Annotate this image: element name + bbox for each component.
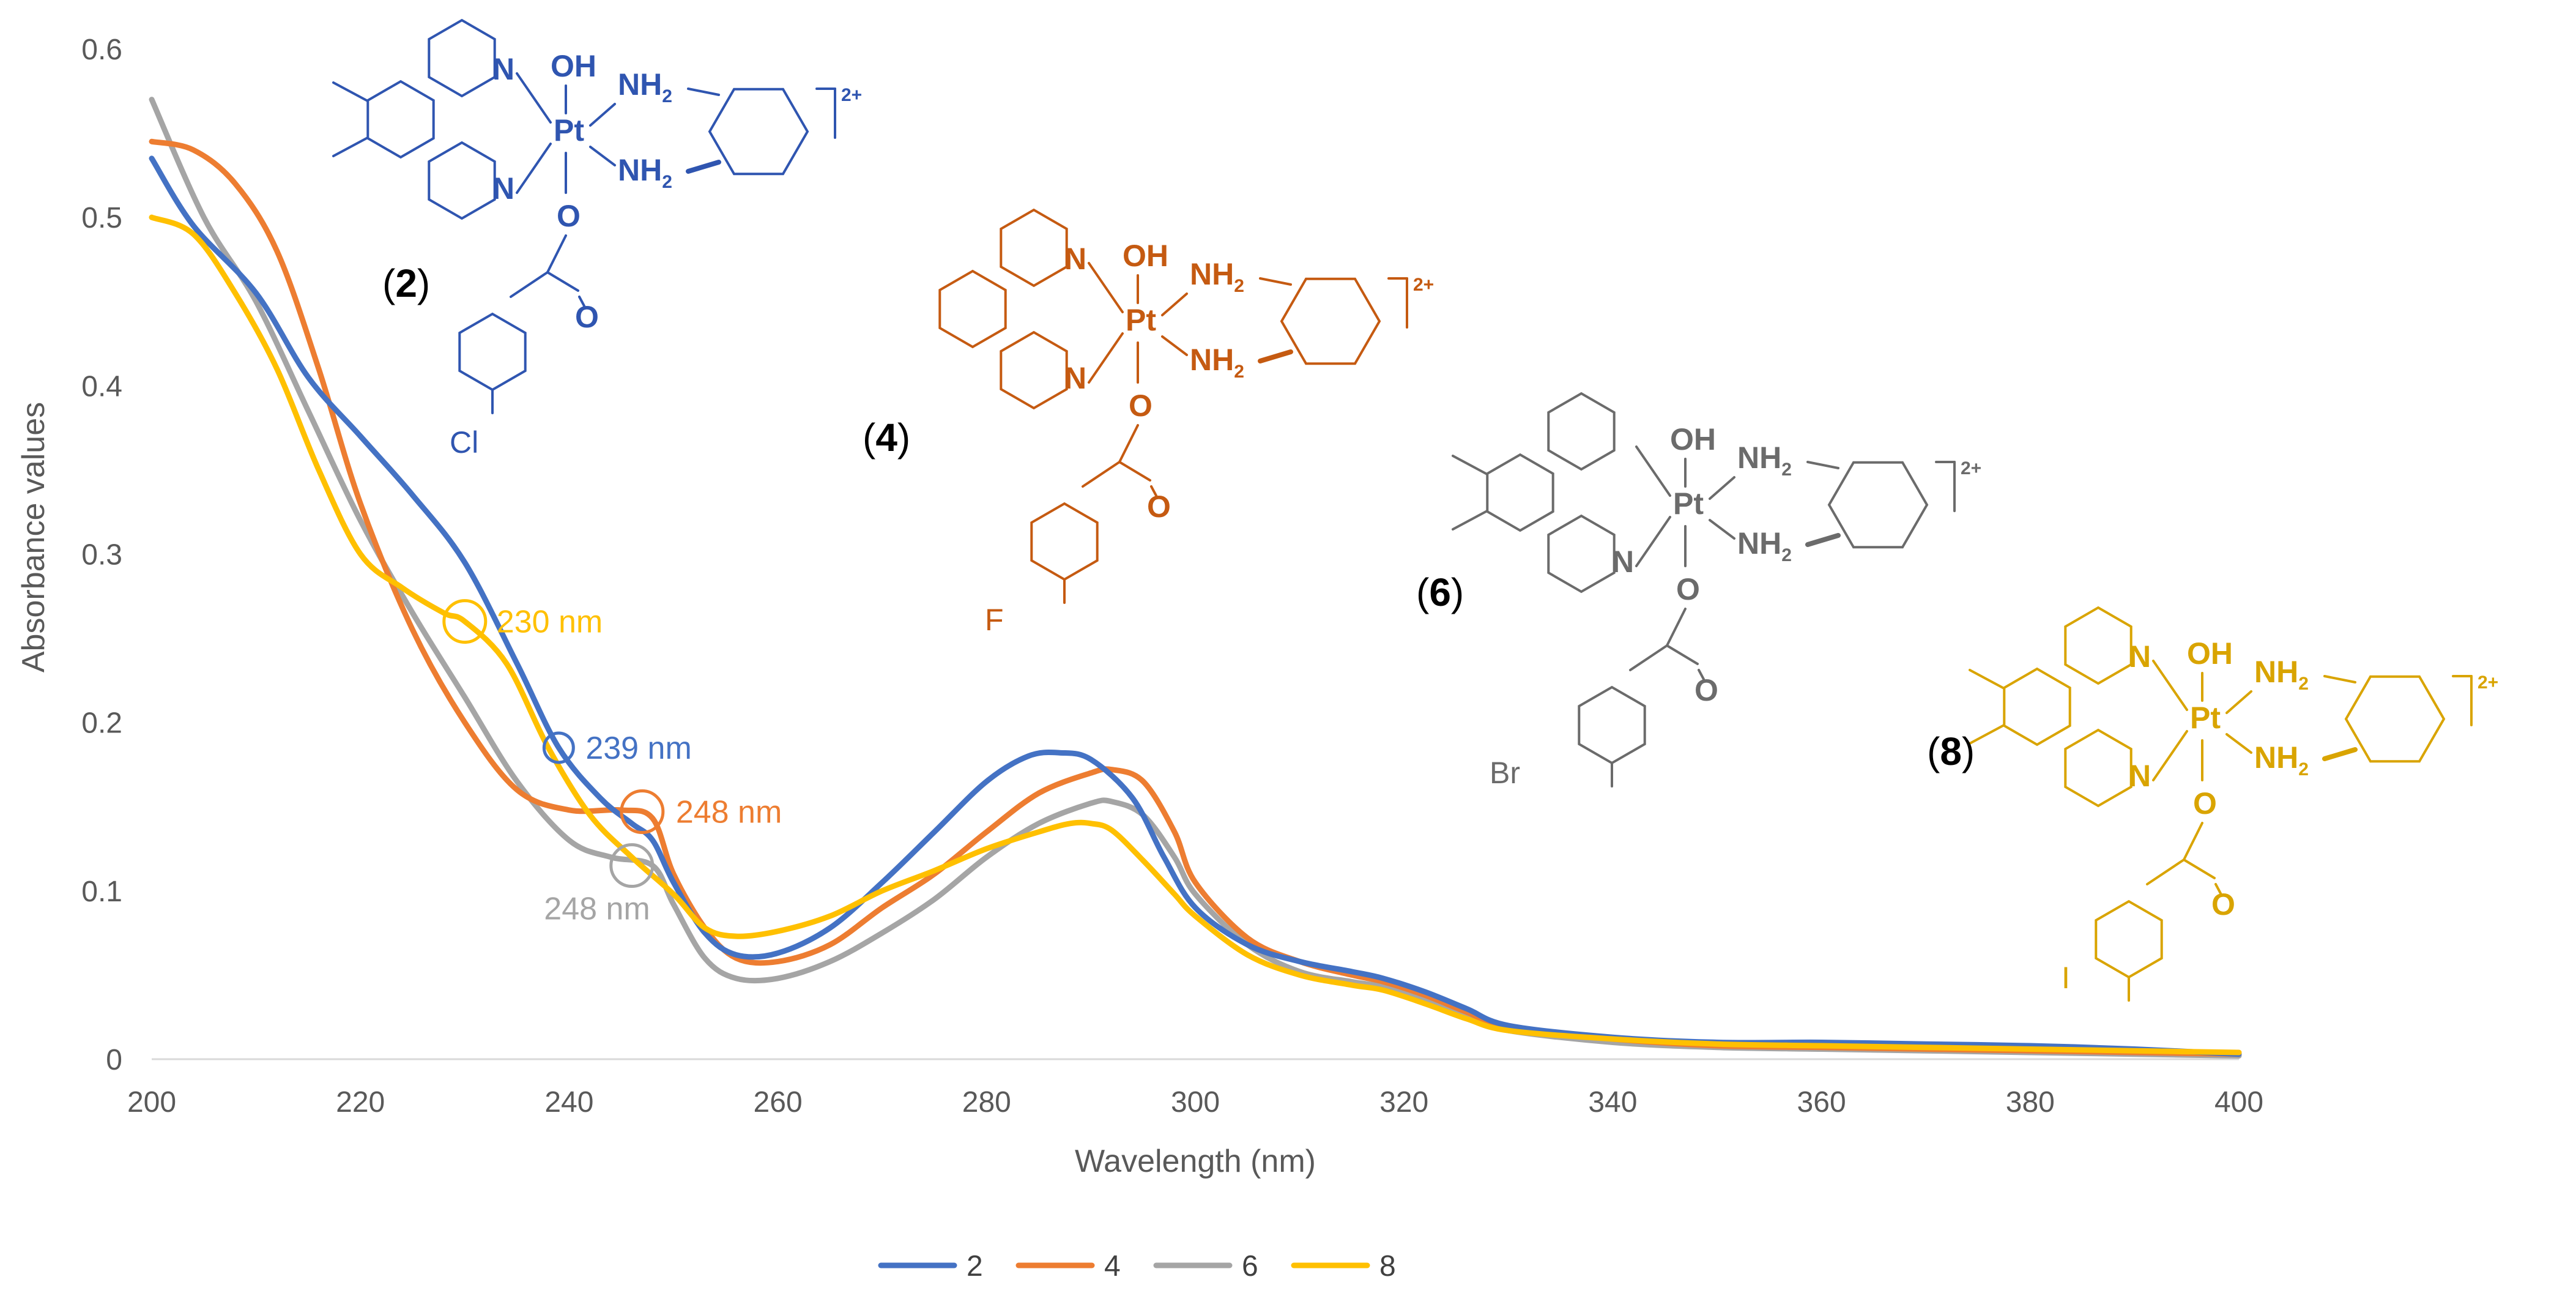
atom-label: OH	[2187, 636, 2233, 671]
atom-label: OH	[1123, 239, 1168, 273]
atom-label: O	[2193, 786, 2217, 821]
atom-label: O	[557, 199, 581, 233]
compound-label-8: (8)	[1927, 729, 1975, 773]
atom-label: NH2	[2254, 740, 2309, 780]
atom-label: O	[1694, 673, 1718, 707]
annotation-label: 248 nm	[676, 795, 782, 830]
atom-label: NH2	[1190, 257, 1244, 296]
atom-label: NH2	[618, 153, 672, 192]
x-tick-label: 200	[127, 1086, 176, 1119]
subscript: 2	[1781, 545, 1792, 565]
subscript: 2	[1234, 362, 1244, 382]
legend-label-6: 6	[1242, 1250, 1258, 1283]
x-tick-label: 340	[1588, 1086, 1637, 1119]
atom-label: O	[1129, 389, 1153, 423]
atom-label: NH2	[2254, 655, 2309, 694]
y-tick-label: 0.3	[81, 539, 122, 572]
x-tick-label: 400	[2214, 1086, 2263, 1119]
annotation-label: 239 nm	[585, 731, 691, 766]
structure-compound-6: N Pt OH NH2 NH2 2+ O O (6) Br	[1416, 392, 1981, 790]
subscript: 2	[2298, 759, 2309, 780]
x-tick-label: 360	[1797, 1086, 1846, 1119]
y-tick-label: 0.1	[81, 876, 122, 908]
atom-label: Pt	[1673, 486, 1704, 521]
atom-label: NH2	[1190, 343, 1244, 382]
halogen-label: F	[985, 603, 1004, 637]
atom-label: N	[1064, 361, 1086, 395]
x-tick-label: 280	[962, 1086, 1011, 1119]
atom-label: N	[1612, 545, 1634, 579]
atom-label: O	[1147, 490, 1171, 524]
y-tick-labels: 0 0.1 0.2 0.3 0.4 0.5 0.6	[81, 34, 122, 1076]
atom-label: N	[1064, 242, 1086, 276]
series-lines	[149, 97, 2242, 1059]
halogen-label: Cl	[450, 425, 478, 460]
x-tick-labels: 200 220 240 260 280 300 320 340 360 380 400	[127, 1086, 2263, 1119]
halogen-label: Br	[1490, 756, 1520, 790]
atom-label: N	[2129, 759, 2151, 793]
y-tick-label: 0.5	[81, 202, 122, 234]
x-axis-title: Wavelength (nm)	[1075, 1144, 1316, 1179]
legend-label-4: 4	[1104, 1250, 1121, 1283]
subscript: 2	[2298, 674, 2309, 694]
atom-label: OH	[551, 49, 596, 83]
structure-compound-4: N N Pt OH NH2 NH2 2+ O O (4) F	[863, 208, 1434, 637]
halogen-label: I	[2062, 961, 2070, 995]
annotation-marker	[620, 789, 665, 835]
compound-label-6: (6)	[1416, 570, 1464, 614]
x-tick-label: 260	[754, 1086, 803, 1119]
atom-label: NH2	[1737, 526, 1792, 565]
subscript: 2	[662, 172, 672, 192]
charge-label: 2+	[2478, 672, 2498, 693]
y-tick-label: 0	[106, 1044, 122, 1076]
compound-label-4: (4)	[863, 415, 910, 460]
legend: 2 4 6 8	[878, 1250, 1396, 1283]
atom-label: O	[2211, 887, 2235, 922]
x-tick-label: 380	[2006, 1086, 2055, 1119]
subscript: 2	[662, 86, 672, 106]
atom-label: Pt	[2190, 701, 2221, 735]
y-tick-label: 0.6	[81, 34, 122, 66]
atom-label: N	[2129, 639, 2151, 674]
annotation-marker	[542, 731, 575, 764]
annotations: 230 nm 239 nm 248 nm 248 nm	[442, 599, 782, 927]
x-tick-label: 300	[1171, 1086, 1220, 1119]
annotation-label: 248 nm	[544, 892, 650, 927]
series-line-2	[149, 155, 2242, 1057]
annotation-label: 230 nm	[497, 605, 603, 640]
atom-label: Pt	[554, 113, 584, 147]
atom-label: O	[1676, 572, 1700, 606]
charge-label: 2+	[1961, 458, 1981, 479]
annotation-marker	[442, 599, 488, 644]
x-tick-label: 320	[1379, 1086, 1428, 1119]
y-tick-label: 0.2	[81, 707, 122, 740]
compound-label-2: (2)	[382, 261, 430, 305]
legend-label-2: 2	[967, 1250, 983, 1283]
charge-label: 2+	[1413, 275, 1434, 295]
y-tick-label: 0.4	[81, 370, 122, 403]
atom-label: Pt	[1126, 303, 1156, 337]
subscript: 2	[1781, 460, 1792, 480]
atom-label: NH2	[1737, 441, 1792, 480]
x-tick-label: 220	[336, 1086, 385, 1119]
legend-label-8: 8	[1379, 1250, 1396, 1283]
atom-label: OH	[1670, 422, 1716, 456]
subscript: 2	[1234, 276, 1244, 296]
x-tick-label: 240	[544, 1086, 593, 1119]
series-line-8	[149, 214, 2242, 1056]
structure-compound-8: N N Pt OH NH2 NH2 2+ O O (8) I	[1927, 606, 2498, 1002]
annotation-marker	[609, 843, 655, 888]
series-line-6	[149, 97, 2242, 1059]
atom-label: N	[492, 171, 514, 206]
atom-label: O	[575, 300, 599, 334]
y-axis-title: Absorbance values	[16, 402, 51, 672]
charge-label: 2+	[841, 85, 862, 105]
structure-compound-2: N N Pt OH NH2 NH2 2+ O O (2) Cl	[332, 18, 862, 460]
atom-label: NH2	[618, 67, 672, 106]
atom-label: N	[492, 52, 514, 86]
